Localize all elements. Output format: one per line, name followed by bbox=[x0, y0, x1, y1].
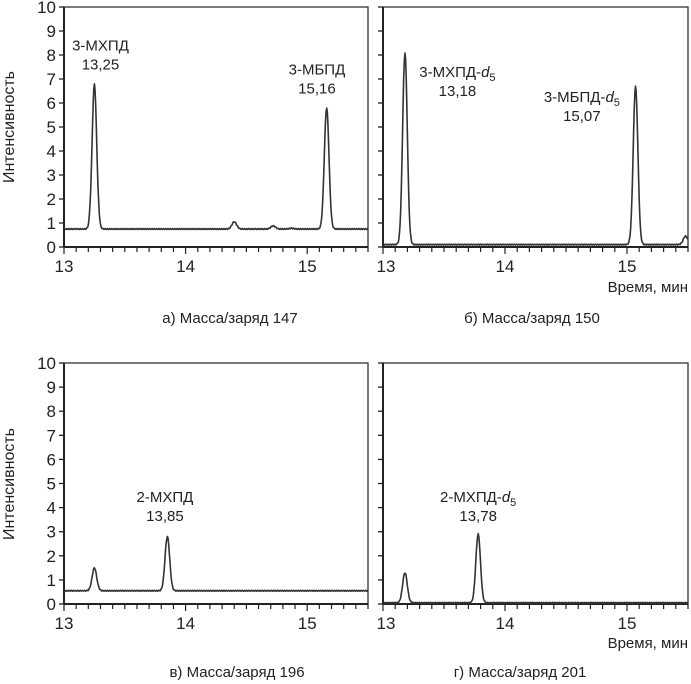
panel-a: 0 1 2 3 4 5 6 7 8 9 10 13 14 15 3-МХПД 13,25 3-МБПД 15,16… bbox=[1, 0, 369, 327]
peak-compound-italic: d bbox=[605, 89, 614, 106]
y-tick-label: 6 bbox=[47, 94, 56, 113]
chromatogram-trace bbox=[63, 83, 369, 231]
peak-label-name: 3-МБПД bbox=[289, 61, 346, 78]
peak-compound-italic: d bbox=[481, 64, 490, 81]
x-tick-label: 15 bbox=[618, 257, 637, 276]
y-tick-label: 7 bbox=[47, 426, 56, 445]
x-tick-label: 15 bbox=[298, 614, 317, 633]
peak-compound-italic: d bbox=[502, 489, 511, 506]
panel-caption: а) Масса/заряд 147 bbox=[162, 310, 297, 327]
y-tick-label: 0 bbox=[47, 595, 56, 614]
y-tick-label: 2 bbox=[47, 190, 56, 209]
y-tick-label: 7 bbox=[47, 70, 56, 89]
y-tick-label: 4 bbox=[47, 499, 56, 518]
plot-frame bbox=[382, 6, 689, 248]
panel-caption: г) Масса/заряд 201 bbox=[454, 664, 587, 681]
peak-label-rt: 15,16 bbox=[298, 80, 336, 97]
peak-label-name: 2-МХПД bbox=[137, 489, 194, 506]
y-tick-label: 5 bbox=[47, 118, 56, 137]
plot-frame bbox=[63, 362, 369, 605]
peak-label-name: 3-МБПД-d5 bbox=[544, 89, 620, 109]
x-tick-label: 13 bbox=[55, 257, 74, 276]
x-tick-label: 15 bbox=[618, 614, 637, 633]
peak-label-rt: 13,85 bbox=[146, 508, 184, 525]
peak-compound-subscript: 5 bbox=[489, 72, 495, 84]
y-tick-label: 2 bbox=[47, 547, 56, 566]
y-tick-label: 8 bbox=[47, 46, 56, 65]
peak-compound-subscript: 5 bbox=[510, 497, 516, 509]
peak-label-name: 3-МХПД bbox=[72, 37, 129, 54]
x-axis-label: Время, мин bbox=[608, 635, 688, 652]
x-tick-label: 15 bbox=[298, 257, 317, 276]
plot-frame bbox=[382, 362, 689, 605]
x-tick-label: 13 bbox=[55, 614, 74, 633]
x-axis-label: Время, мин bbox=[608, 279, 688, 296]
y-axis-label: Интенсивность bbox=[1, 428, 18, 540]
y-tick-label: 10 bbox=[37, 354, 56, 373]
peak-label-rt: 13,78 bbox=[459, 508, 497, 525]
peak-label-rt: 13,18 bbox=[439, 83, 477, 100]
y-tick-label: 5 bbox=[47, 475, 56, 494]
x-tick-label: 13 bbox=[377, 614, 396, 633]
y-tick-label: 6 bbox=[47, 450, 56, 469]
peak-compound: 2-МХПД bbox=[137, 489, 194, 506]
y-tick-label: 3 bbox=[47, 523, 56, 542]
peak-label-rt: 13,25 bbox=[82, 56, 120, 73]
panel-caption: в) Масса/заряд 196 bbox=[169, 664, 304, 681]
chromatogram-trace bbox=[382, 52, 689, 246]
peak-label-name: 3-МХПД-d5 bbox=[419, 64, 495, 84]
peak-label-name: 2-МХПД-d5 bbox=[440, 489, 516, 509]
x-tick-label: 13 bbox=[377, 257, 396, 276]
x-tick-label: 14 bbox=[176, 614, 195, 633]
x-tick-label: 14 bbox=[176, 257, 195, 276]
chromatogram-trace bbox=[382, 532, 689, 605]
chromatogram-trace bbox=[63, 535, 369, 592]
y-tick-label: 0 bbox=[47, 238, 56, 257]
y-tick-label: 3 bbox=[47, 166, 56, 185]
y-tick-label: 1 bbox=[47, 214, 56, 233]
y-tick-label: 9 bbox=[47, 378, 56, 397]
peak-compound-subscript: 5 bbox=[614, 97, 620, 109]
y-tick-label: 1 bbox=[47, 571, 56, 590]
panel-caption: б) Масса/заряд 150 bbox=[464, 310, 600, 327]
y-tick-label: 9 bbox=[47, 22, 56, 41]
x-tick-label: 14 bbox=[496, 257, 515, 276]
peak-compound: 3-МХПД bbox=[72, 37, 129, 54]
y-tick-label: 8 bbox=[47, 402, 56, 421]
y-tick-label: 10 bbox=[37, 0, 56, 17]
peak-compound: 3-МБПД- bbox=[544, 89, 606, 106]
panel-c: 0 1 2 3 4 5 6 7 8 9 10 13 14 15 2-МХПД 13,85 Интенсивнос… bbox=[1, 354, 369, 681]
y-tick-label: 4 bbox=[47, 142, 56, 161]
x-tick-label: 14 bbox=[496, 614, 515, 633]
peak-label-rt: 15,07 bbox=[563, 108, 601, 125]
peak-compound: 3-МХПД- bbox=[419, 64, 481, 81]
peak-compound: 2-МХПД- bbox=[440, 489, 502, 506]
peak-compound: 3-МБПД bbox=[289, 61, 346, 78]
y-axis-label: Интенсивность bbox=[1, 71, 18, 183]
